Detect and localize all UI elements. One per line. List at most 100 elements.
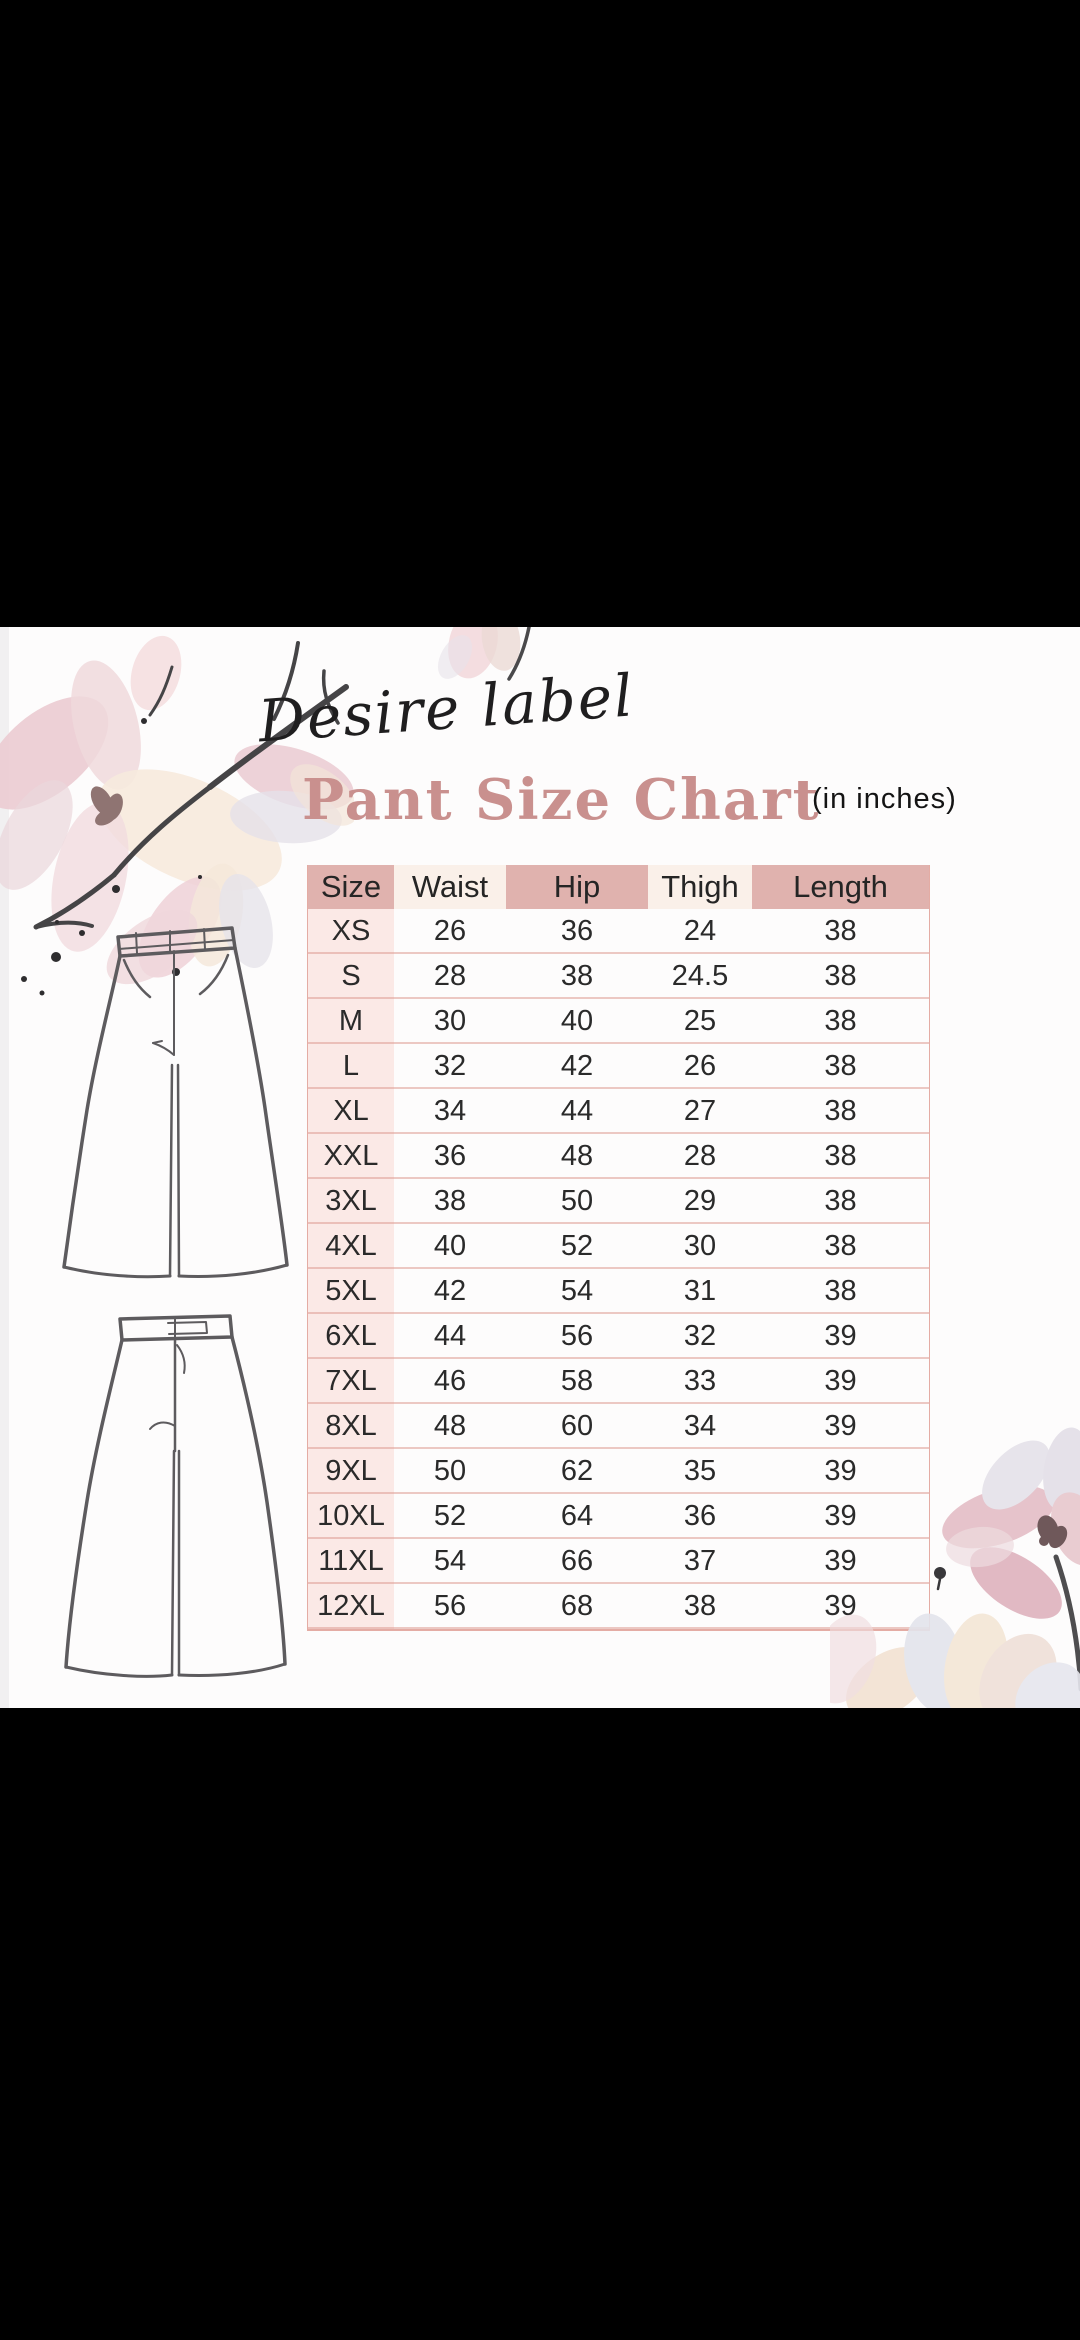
measurement-cell: 38 (752, 1089, 929, 1134)
size-chart-card: Desire label Pant Size Chart (in inches)… (0, 627, 1080, 1708)
size-label-cell: XS (308, 909, 394, 954)
size-label-cell: 11XL (308, 1539, 394, 1584)
measurement-cell: 58 (506, 1359, 648, 1404)
measurement-cell: 38 (752, 1269, 929, 1314)
table-row: 6XL 44 56 32 39 (308, 1314, 929, 1359)
table-header-row: Size Waist Hip Thigh Length (308, 865, 929, 909)
measurement-cell: 50 (394, 1449, 506, 1494)
table-row: 5XL 42 54 31 38 (308, 1269, 929, 1314)
card-left-edge (0, 627, 9, 1708)
measurement-cell: 38 (752, 909, 929, 954)
measurement-cell: 29 (648, 1179, 752, 1224)
measurement-cell: 37 (648, 1539, 752, 1584)
measurement-cell: 42 (394, 1269, 506, 1314)
measurement-cell: 60 (506, 1404, 648, 1449)
measurement-cell: 66 (506, 1539, 648, 1584)
page-title: Pant Size Chart (302, 767, 821, 833)
measurement-cell: 38 (752, 1044, 929, 1089)
measurement-cell: 48 (506, 1134, 648, 1179)
table-row: 11XL 54 66 37 39 (308, 1539, 929, 1584)
measurement-cell: 39 (752, 1449, 929, 1494)
measurement-cell: 38 (752, 954, 929, 999)
size-label-cell: M (308, 999, 394, 1044)
units-note: (in inches) (812, 783, 957, 815)
column-header-hip: Hip (506, 865, 648, 909)
size-label-cell: 9XL (308, 1449, 394, 1494)
size-label-cell: 7XL (308, 1359, 394, 1404)
measurement-cell: 38 (752, 999, 929, 1044)
measurement-cell: 24.5 (648, 954, 752, 999)
table-row: 8XL 48 60 34 39 (308, 1404, 929, 1449)
table-row: 9XL 50 62 35 39 (308, 1449, 929, 1494)
size-label-cell: XL (308, 1089, 394, 1134)
measurement-cell: 38 (752, 1179, 929, 1224)
measurement-cell: 39 (752, 1539, 929, 1584)
measurement-cell: 62 (506, 1449, 648, 1494)
table-row: XXL 36 48 28 38 (308, 1134, 929, 1179)
measurement-cell: 38 (506, 954, 648, 999)
measurement-cell: 48 (394, 1404, 506, 1449)
table-row: S 28 38 24.5 38 (308, 954, 929, 999)
measurement-cell: 38 (648, 1584, 752, 1629)
measurement-cell: 36 (648, 1494, 752, 1539)
measurement-cell: 28 (394, 954, 506, 999)
size-label-cell: L (308, 1044, 394, 1089)
measurement-cell: 46 (394, 1359, 506, 1404)
measurement-cell: 31 (648, 1269, 752, 1314)
measurement-cell: 28 (648, 1134, 752, 1179)
table-row: L 32 42 26 38 (308, 1044, 929, 1089)
measurement-cell: 52 (506, 1224, 648, 1269)
measurement-cell: 50 (506, 1179, 648, 1224)
measurement-cell: 40 (394, 1224, 506, 1269)
measurement-cell: 64 (506, 1494, 648, 1539)
measurement-cell: 32 (394, 1044, 506, 1089)
measurement-cell: 27 (648, 1089, 752, 1134)
measurement-cell: 26 (648, 1044, 752, 1089)
table-row: XL 34 44 27 38 (308, 1089, 929, 1134)
measurement-cell: 24 (648, 909, 752, 954)
measurement-cell: 33 (648, 1359, 752, 1404)
measurement-cell: 30 (648, 1224, 752, 1269)
measurement-cell: 54 (506, 1269, 648, 1314)
measurement-cell: 34 (394, 1089, 506, 1134)
column-header-thigh: Thigh (648, 865, 752, 909)
size-label-cell: 12XL (308, 1584, 394, 1629)
measurement-cell: 38 (752, 1224, 929, 1269)
table-row: M 30 40 25 38 (308, 999, 929, 1044)
measurement-cell: 34 (648, 1404, 752, 1449)
measurement-cell: 39 (752, 1404, 929, 1449)
size-label-cell: S (308, 954, 394, 999)
measurement-cell: 39 (752, 1314, 929, 1359)
table-row: XS 26 36 24 38 (308, 909, 929, 954)
table-row: 10XL 52 64 36 39 (308, 1494, 929, 1539)
measurement-cell: 25 (648, 999, 752, 1044)
measurement-cell: 39 (752, 1494, 929, 1539)
table-row: 7XL 46 58 33 39 (308, 1359, 929, 1404)
measurement-cell: 56 (394, 1584, 506, 1629)
table-row: 3XL 38 50 29 38 (308, 1179, 929, 1224)
magnolia-bud-image (437, 627, 531, 681)
column-header-size: Size (308, 865, 394, 909)
measurement-cell: 32 (648, 1314, 752, 1359)
size-label-cell: XXL (308, 1134, 394, 1179)
size-label-cell: 5XL (308, 1269, 394, 1314)
size-label-cell: 4XL (308, 1224, 394, 1269)
measurement-cell: 42 (506, 1044, 648, 1089)
column-header-length: Length (752, 865, 929, 909)
measurement-cell: 44 (506, 1089, 648, 1134)
pants-back-sketch-image (64, 1314, 287, 1678)
measurement-cell: 38 (394, 1179, 506, 1224)
size-label-cell: 10XL (308, 1494, 394, 1539)
measurement-cell: 26 (394, 909, 506, 954)
measurement-cell: 56 (506, 1314, 648, 1359)
measurement-cell: 54 (394, 1539, 506, 1584)
table-row: 12XL 56 68 38 39 (308, 1584, 929, 1629)
size-label-cell: 3XL (308, 1179, 394, 1224)
size-label-cell: 8XL (308, 1404, 394, 1449)
measurement-cell: 44 (394, 1314, 506, 1359)
measurement-cell: 30 (394, 999, 506, 1044)
watercolor-flowers-image (830, 1427, 1080, 1708)
measurement-cell: 68 (506, 1584, 648, 1629)
measurement-cell: 38 (752, 1134, 929, 1179)
